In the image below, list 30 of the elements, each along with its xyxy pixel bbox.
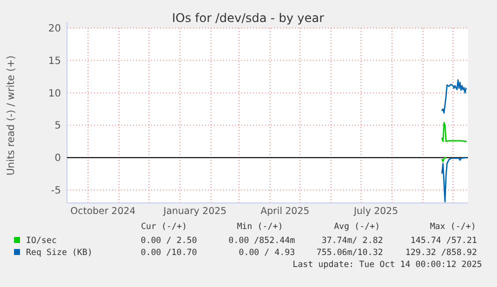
line-series — [441, 156, 467, 202]
text: 0.00 /852.44m — [228, 236, 295, 246]
text: 0.00 /10.70 — [140, 248, 197, 258]
y-tick-label: -5 — [51, 186, 61, 197]
text: Last update: Tue Oct 14 00:00:12 2025 — [292, 260, 482, 270]
text: 755.06m/10.32 — [316, 248, 383, 258]
y-tick-label: 5 — [54, 120, 61, 132]
line-series — [441, 79, 467, 114]
text: 0.00 / 2.50 — [140, 236, 197, 246]
x-tick-label: October 2024 — [70, 206, 136, 217]
y-tick-label: 10 — [48, 88, 61, 100]
y-tick-label: 15 — [48, 56, 61, 67]
text: Avg (-/+) — [334, 222, 380, 232]
y-tick-label: 0 — [54, 153, 61, 164]
y-tick-label: 20 — [48, 24, 61, 34]
text: Min (-/+) — [236, 222, 283, 232]
legend-label: IO/sec — [26, 236, 57, 246]
x-tick-label: January 2025 — [162, 206, 227, 217]
text: Max (-/+) — [430, 222, 476, 232]
x-tick-label: April 2025 — [260, 206, 310, 217]
text: 0.00 / 4.93 — [238, 248, 295, 258]
text: 37.74m/ 2.82 — [322, 236, 383, 246]
chart-title: IOs for /dev/sda - by year — [172, 11, 324, 25]
text: Cur (-/+) — [140, 222, 187, 232]
text: 129.32 /858.92 — [405, 248, 477, 258]
line-series — [441, 122, 467, 142]
text: 145.74 /57.21 — [410, 236, 477, 246]
legend-label: Req Size (KB) — [26, 248, 93, 258]
x-tick-label: July 2025 — [352, 206, 398, 217]
y-axis-title: Units read (-) / write (+) — [6, 55, 17, 176]
